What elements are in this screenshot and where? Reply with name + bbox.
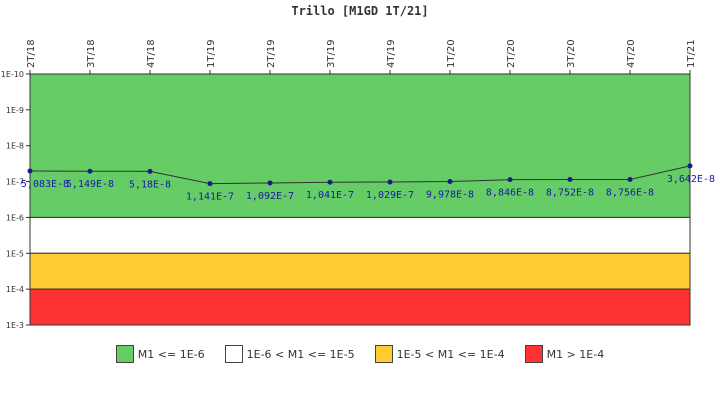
data-point-2 [147,168,153,174]
x-tick-label-5: 3T/19 [326,39,337,68]
y-tick-label-2: 1E-8 [6,142,24,151]
x-tick-label-10: 4T/20 [626,39,637,68]
data-point-8 [507,177,513,183]
legend-swatch-0 [115,345,134,363]
y-tick-label-4: 1E-6 [6,213,24,222]
band-1 [29,216,691,254]
data-point-10 [627,177,633,183]
data-label-2: 5,18E-8 [129,179,171,190]
data-label-0: 5,083E-8 [21,179,69,190]
data-point-7 [447,179,453,185]
data-label-10: 8,756E-8 [606,188,654,199]
legend-label-3: M1 > 1E-4 [546,347,605,361]
legend-label-1: 1E-6 < M1 <= 1E-5 [246,347,355,361]
legend-item-0: M1 <= 1E-6 [115,345,205,363]
data-point-1 [87,168,93,174]
data-point-0 [27,168,33,174]
y-tick-label-6: 1E-4 [6,285,24,294]
y-tick-label-3: 1E-7 [6,178,24,187]
x-tick-label-7: 1T/20 [446,39,457,68]
x-tick-label-8: 2T/20 [506,39,517,68]
data-label-4: 1,092E-7 [246,191,294,202]
legend-item-3: M1 > 1E-4 [524,345,605,363]
series-line [29,165,691,185]
chart-title: Trillo [M1GD 1T/21] [291,4,428,18]
band-2 [29,252,691,290]
data-point-3 [207,181,213,187]
legend-swatch-3 [524,345,543,363]
data-point-11 [687,163,693,169]
legend-label-2: 1E-5 < M1 <= 1E-4 [396,347,505,361]
band-3 [29,288,691,326]
x-tick-label-9: 3T/20 [566,39,577,68]
legend-swatch-1 [224,345,243,363]
data-label-3: 1,141E-7 [186,192,234,203]
legend-item-2: 1E-5 < M1 <= 1E-4 [374,345,505,363]
data-label-1: 5,149E-8 [66,179,114,190]
x-tick-label-2: 4T/18 [146,39,157,68]
x-tick-label-3: 1T/19 [206,39,217,68]
data-label-11: 3,642E-8 [667,174,715,185]
data-point-5 [327,179,333,185]
x-tick-label-1: 3T/18 [86,39,97,68]
y-tick-label-0: 1E-10 [1,70,24,79]
y-tick-label-1: 1E-9 [6,106,24,115]
data-label-8: 8,846E-8 [486,188,534,199]
legend-label-0: M1 <= 1E-6 [137,347,205,361]
band-0 [29,73,691,218]
y-tick-label-5: 1E-5 [6,249,24,258]
data-point-4 [267,180,273,186]
x-tick-label-11: 1T/21 [686,39,697,68]
legend-swatch-2 [374,345,393,363]
x-tick-label-0: 2T/18 [26,39,37,68]
data-label-7: 9,978E-8 [426,190,474,201]
data-label-6: 1,029E-7 [366,190,414,201]
data-point-9 [567,176,573,182]
x-tick-label-4: 2T/19 [266,39,277,68]
legend-item-1: 1E-6 < M1 <= 1E-5 [224,345,355,363]
x-tick-label-6: 4T/19 [386,39,397,68]
data-point-6 [387,179,393,185]
data-label-9: 8,752E-8 [546,187,594,198]
y-tick-label-7: 1E-3 [6,321,24,330]
legend: M1 <= 1E-6 1E-6 < M1 <= 1E-5 1E-5 < M1 <= … [0,345,720,363]
data-label-5: 1,041E-7 [306,190,354,201]
